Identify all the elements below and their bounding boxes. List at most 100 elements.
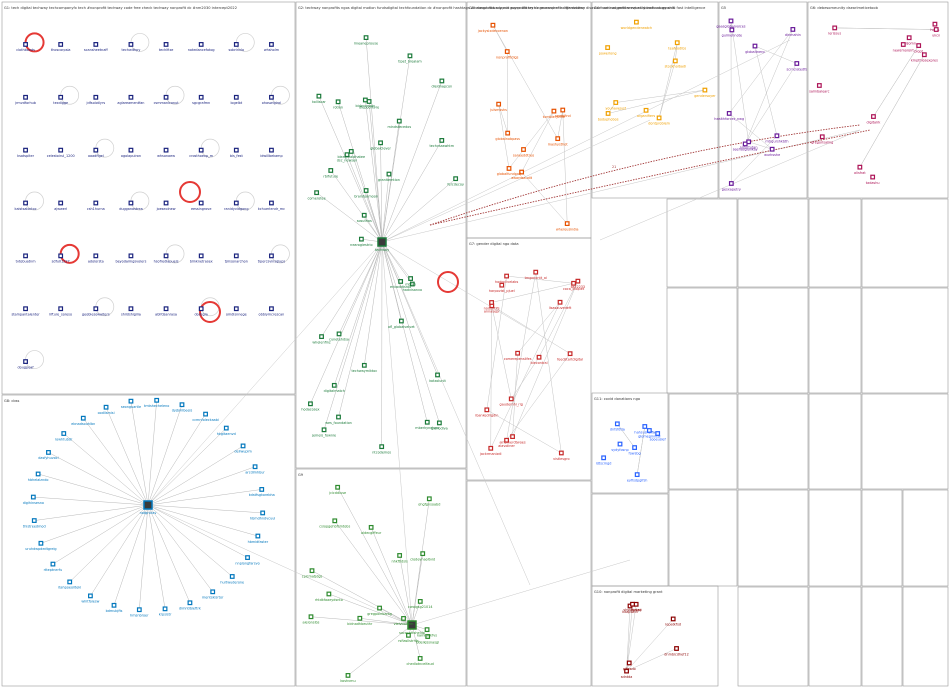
node-g7[interactable]: [504, 273, 510, 279]
node-g9[interactable]: [417, 599, 423, 604]
node-g4[interactable]: [672, 58, 678, 64]
node-g2[interactable]: [407, 53, 413, 59]
node-g2[interactable]: [363, 35, 369, 41]
node-g8[interactable]: [259, 487, 265, 492]
node-g2[interactable]: [361, 212, 367, 218]
node-g7[interactable]: [489, 300, 494, 305]
node-g1[interactable]: [233, 200, 239, 206]
node-g4[interactable]: [613, 100, 619, 105]
node-g3[interactable]: [564, 221, 570, 226]
node-g4[interactable]: [605, 111, 611, 116]
node-g6[interactable]: [871, 114, 876, 119]
node-g6[interactable]: [832, 25, 838, 31]
node-g2[interactable]: [435, 372, 440, 378]
node-g1[interactable]: [198, 253, 204, 259]
node-g5[interactable]: [729, 27, 735, 33]
node-g2[interactable]: [409, 281, 415, 287]
node-g5[interactable]: [769, 146, 775, 152]
node-g3[interactable]: [505, 130, 511, 136]
node-g8[interactable]: [38, 540, 44, 546]
node-g9[interactable]: [406, 632, 411, 638]
node-g9[interactable]: [326, 591, 332, 597]
node-g10[interactable]: [670, 616, 676, 622]
node-g6[interactable]: [816, 83, 822, 88]
node-g2[interactable]: [348, 149, 354, 154]
node-g8[interactable]: [35, 471, 41, 477]
node-g8[interactable]: [61, 431, 67, 436]
node-g9[interactable]: [426, 496, 432, 502]
node-g2[interactable]: [328, 168, 334, 173]
node-g11[interactable]: [632, 445, 638, 450]
node-g2[interactable]: [336, 414, 341, 420]
node-g1[interactable]: [233, 147, 239, 153]
node-g1[interactable]: [93, 147, 99, 153]
node-g8[interactable]: [31, 518, 37, 523]
node-g6[interactable]: [906, 35, 912, 41]
node-g1[interactable]: [198, 200, 204, 206]
node-g2[interactable]: [361, 362, 367, 368]
node-g3[interactable]: [519, 169, 525, 175]
node-g8[interactable]: [255, 533, 261, 539]
node-g8[interactable]: [162, 606, 168, 612]
node-g3[interactable]: [555, 136, 561, 142]
node-g1[interactable]: [93, 200, 99, 206]
node-g2[interactable]: [362, 97, 368, 103]
node-g7[interactable]: [484, 407, 490, 413]
node-g8[interactable]: [143, 500, 153, 510]
node-g8[interactable]: [223, 425, 229, 431]
node-g9[interactable]: [407, 620, 417, 630]
node-g7[interactable]: [515, 350, 521, 356]
node-g9[interactable]: [424, 627, 430, 633]
node-g1[interactable]: [93, 42, 99, 47]
node-g9[interactable]: [309, 568, 315, 574]
node-g9[interactable]: [308, 614, 314, 620]
node-g8[interactable]: [103, 404, 109, 410]
node-g2[interactable]: [314, 190, 320, 196]
node-g7[interactable]: [508, 396, 514, 402]
node-g6[interactable]: [870, 174, 876, 180]
node-g7[interactable]: [504, 437, 509, 443]
node-g10[interactable]: [624, 668, 629, 674]
node-g2[interactable]: [386, 171, 392, 177]
node-g11[interactable]: [614, 421, 620, 427]
node-g1[interactable]: [23, 359, 28, 364]
node-g1[interactable]: [269, 253, 274, 259]
node-g5[interactable]: [742, 141, 748, 147]
node-g11[interactable]: [601, 455, 607, 461]
node-g5[interactable]: [790, 27, 796, 32]
node-g11[interactable]: [617, 441, 623, 447]
node-g5[interactable]: [726, 111, 732, 116]
node-g1[interactable]: [198, 306, 204, 312]
node-g2[interactable]: [316, 93, 322, 99]
node-g11[interactable]: [634, 472, 640, 478]
node-g6[interactable]: [932, 21, 938, 27]
node-g6[interactable]: [819, 134, 825, 140]
node-g8[interactable]: [111, 602, 117, 608]
node-g2[interactable]: [424, 419, 430, 425]
node-g5[interactable]: [752, 43, 758, 49]
node-g9[interactable]: [425, 634, 431, 639]
node-g1[interactable]: [23, 306, 28, 312]
node-g1[interactable]: [58, 94, 64, 100]
node-g5[interactable]: [794, 61, 800, 66]
node-g7[interactable]: [557, 299, 563, 305]
node-g2[interactable]: [336, 331, 342, 337]
node-g5[interactable]: [728, 18, 734, 24]
node-g8[interactable]: [80, 415, 86, 421]
node-g9[interactable]: [397, 553, 403, 558]
node-g10[interactable]: [630, 601, 635, 607]
node-g1[interactable]: [58, 200, 64, 206]
node-g2[interactable]: [398, 279, 404, 284]
node-g7[interactable]: [571, 280, 576, 286]
node-g7[interactable]: [533, 269, 539, 275]
node-g1[interactable]: [163, 42, 169, 47]
node-g1[interactable]: [23, 147, 28, 153]
node-g8[interactable]: [46, 450, 51, 455]
node-g1[interactable]: [128, 253, 134, 259]
node-g3[interactable]: [521, 147, 526, 152]
node-g2[interactable]: [398, 318, 404, 324]
node-g5[interactable]: [728, 181, 734, 186]
node-g10[interactable]: [626, 660, 632, 666]
node-g1[interactable]: [163, 94, 169, 100]
node-g2[interactable]: [377, 237, 387, 247]
